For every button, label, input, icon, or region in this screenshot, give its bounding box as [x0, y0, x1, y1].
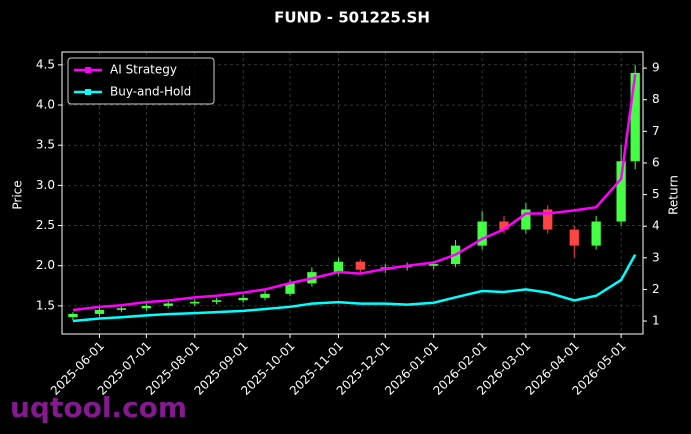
- candle-body: [521, 209, 531, 230]
- candle-body: [285, 283, 295, 294]
- candle-body: [190, 301, 200, 304]
- candle-body: [591, 221, 601, 246]
- y-tick-label: 2.5: [36, 218, 55, 232]
- candle-body: [477, 221, 487, 246]
- candle-body: [569, 229, 579, 246]
- legend-marker: [85, 67, 91, 73]
- candle-body: [499, 221, 509, 230]
- watermark: uqtool.com: [10, 391, 187, 424]
- legend-label: AI Strategy: [110, 63, 177, 77]
- candle-body: [429, 264, 439, 266]
- y-tick-label: 1.5: [36, 298, 55, 312]
- candle-body: [630, 72, 640, 162]
- y2-tick-label: 4: [652, 219, 660, 233]
- y-axis-label: Price: [11, 180, 25, 209]
- y-tick-label: 4.5: [36, 57, 55, 71]
- line-series: [72, 254, 637, 323]
- y-tick-label: 4.0: [36, 98, 55, 112]
- y-tick-label: 3.0: [36, 178, 55, 192]
- legend-box: [67, 57, 215, 105]
- candle-body: [68, 313, 78, 318]
- y2-tick-label: 1: [652, 314, 660, 328]
- y-tick-label: 2.0: [36, 258, 55, 272]
- candle-body: [238, 297, 248, 301]
- legend-marker: [85, 89, 91, 95]
- candle-body: [116, 308, 126, 310]
- y2-tick-label: 5: [652, 187, 660, 201]
- y2-tick-label: 6: [652, 155, 660, 169]
- legend-label: Buy-and-Hold: [110, 85, 191, 99]
- chart-title: FUND - 501225.SH: [274, 9, 430, 27]
- candle-body: [333, 261, 344, 273]
- y-tick-label: 3.5: [36, 138, 55, 152]
- candle-body: [141, 305, 151, 309]
- candle-body: [94, 309, 105, 314]
- candle-body: [211, 300, 222, 302]
- y2-tick-label: 3: [652, 250, 660, 264]
- candle-body: [355, 261, 365, 270]
- line-series: [72, 74, 637, 312]
- y2-tick-label: 8: [652, 92, 660, 106]
- plot-frame: [61, 51, 644, 335]
- y2-tick-label: 7: [652, 124, 660, 138]
- candle-body: [260, 293, 270, 298]
- y2-tick-label: 9: [652, 61, 660, 75]
- candle-body: [163, 303, 173, 306]
- candle-body: [616, 161, 626, 222]
- candle-body: [543, 209, 553, 230]
- y2-axis-label: Return: [667, 175, 681, 215]
- y2-tick-label: 2: [652, 282, 660, 296]
